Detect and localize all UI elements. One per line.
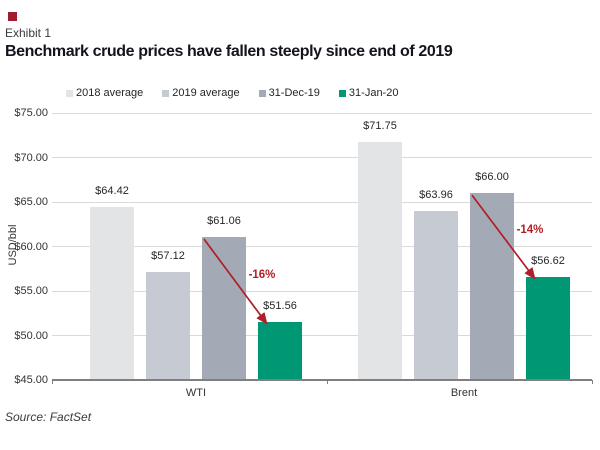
chart-legend: 2018 average 2019 average 31-Dec-19 31-Jan-… (66, 87, 398, 99)
legend-swatch-icon (258, 89, 266, 97)
x-axis-tick (52, 380, 53, 384)
y-tick-label: $75.00 (14, 107, 48, 119)
gridline (52, 246, 592, 247)
pct-change-label-wti: -16% (248, 268, 276, 281)
gridline (52, 335, 592, 336)
bar-value-label: $57.12 (151, 250, 185, 263)
legend-item-31-jan-20: 31-Jan-20 (338, 87, 399, 99)
source-note: Source: FactSet (5, 410, 92, 424)
gridline (52, 157, 592, 158)
x-axis-tick (592, 380, 593, 384)
bar-wti-31-dec-19 (202, 237, 246, 380)
legend-item-2018-average: 2018 average (66, 87, 143, 99)
bar-brent-31-jan-20 (526, 276, 570, 380)
gridline (52, 290, 592, 292)
decline-arrow-brent (471, 194, 536, 280)
legend-swatch-icon (338, 89, 346, 97)
legend-item-2019-average: 2019 average (162, 87, 240, 99)
legend-swatch-icon (66, 89, 73, 97)
decline-arrow-wti (203, 238, 268, 325)
y-tick-label: $65.00 (14, 196, 48, 208)
bar-brent-31-dec-19 (470, 193, 514, 380)
bar-wti-31-jan-20 (258, 321, 302, 380)
bar-value-label: $61.06 (207, 215, 241, 228)
x-axis-tick (327, 380, 328, 384)
gridline (52, 112, 592, 114)
bar-wti-2019-average (146, 272, 190, 380)
y-tick-label: $55.00 (14, 285, 48, 297)
x-category-label-wti: WTI (185, 387, 207, 399)
legend-label: 31-Jan-20 (348, 87, 399, 99)
legend-label: 2018 average (76, 87, 144, 99)
bar-brent-2018-average (358, 141, 402, 380)
exhibit-label: Exhibit 1 (5, 26, 52, 40)
bar-brent-2019-average (414, 211, 458, 380)
brand-mark-icon (8, 12, 17, 21)
y-tick-label: $45.00 (14, 374, 48, 386)
y-tick-label: $70.00 (14, 151, 48, 164)
pct-change-label-brent: -14% (516, 223, 544, 236)
x-category-label-brent: Brent (450, 387, 478, 399)
bar-value-label: $64.42 (95, 185, 129, 198)
page-title: Benchmark crude prices have fallen steep… (5, 43, 453, 60)
y-tick-label: $60.00 (14, 240, 48, 253)
bar-value-label: $63.96 (419, 189, 453, 202)
legend-label: 31-Dec-19 (268, 87, 320, 99)
legend-label: 2019 average (172, 87, 240, 99)
bar-wti-2018-average (90, 207, 134, 380)
bar-value-label: $71.75 (363, 119, 397, 132)
bar-value-label: $66.00 (475, 171, 509, 184)
legend-swatch-icon (162, 89, 170, 97)
gridline (52, 201, 592, 203)
legend-item-31-dec-19: 31-Dec-19 (258, 87, 320, 99)
y-tick-label: $50.00 (14, 329, 48, 342)
bar-value-label: $51.56 (263, 299, 297, 312)
x-axis-line (52, 379, 592, 381)
bar-value-label: $56.62 (531, 254, 565, 267)
